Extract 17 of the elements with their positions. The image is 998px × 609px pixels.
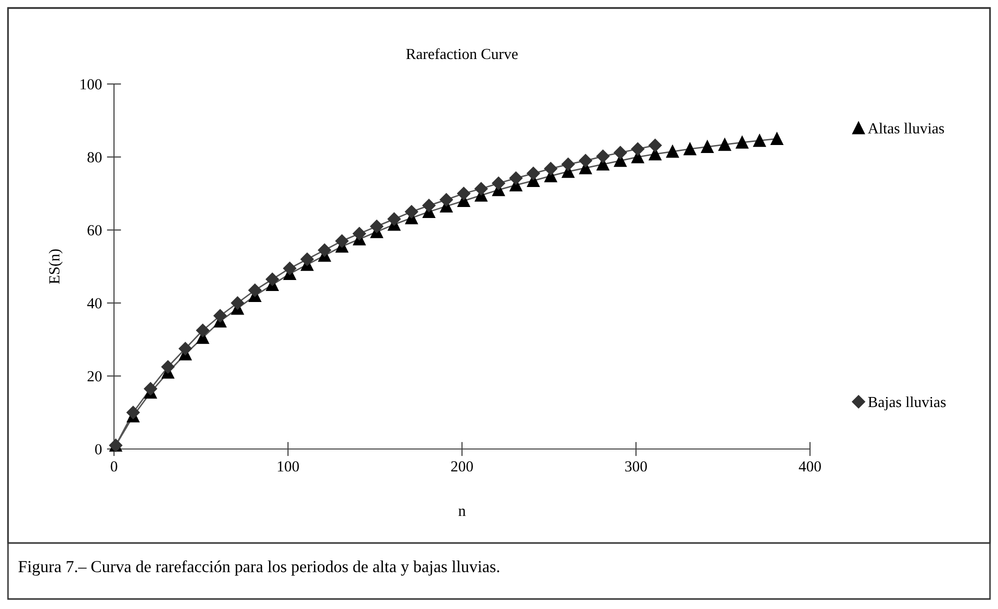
y-tick-label: 0: [95, 444, 102, 454]
y-tick-label: 60: [88, 225, 102, 236]
y-tick-label: 40: [87, 298, 102, 308]
x-tick-label: 300: [625, 461, 647, 472]
x-axis-title: n: [458, 508, 466, 516]
y-tick-label: 100: [80, 79, 102, 90]
x-tick-label: 400: [798, 461, 821, 472]
y-tick-label: 20: [88, 371, 102, 382]
y-tick-label: 80: [88, 152, 102, 162]
x-tick-label: 100: [278, 461, 299, 472]
y-axis-title: ES(n): [48, 249, 63, 284]
x-tick-label: 0: [110, 461, 118, 472]
legend-label: Bajas lluvias: [868, 396, 946, 410]
text: Figura 7.– Curva de rarefacción para los periodos de alta y bajas lluvias.: [18, 560, 500, 576]
x-tick-label: 200: [451, 461, 473, 472]
legend-label: Altas lluvias: [868, 122, 944, 134]
chart-title: Rarefaction Curve: [406, 48, 518, 60]
